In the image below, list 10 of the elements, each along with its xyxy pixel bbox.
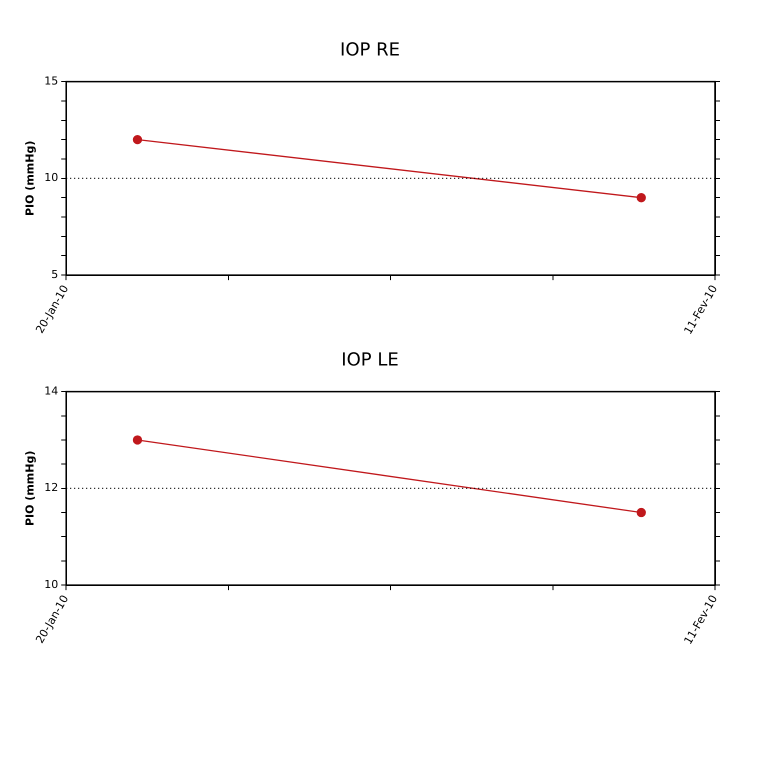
y-axis-title: PIO (mmHg) xyxy=(23,140,36,216)
chart-title: IOP LE xyxy=(341,349,399,370)
y-tick-label: 10 xyxy=(44,578,58,591)
chart-title: IOP RE xyxy=(340,39,400,60)
y-tick-label: 12 xyxy=(44,481,58,494)
y-tick-label: 15 xyxy=(44,74,58,88)
y-axis-title: PIO (mmHg) xyxy=(23,450,36,526)
y-tick-label: 14 xyxy=(44,384,58,398)
y-tick-label: 5 xyxy=(51,268,58,281)
y-tick-label: 10 xyxy=(44,171,58,184)
